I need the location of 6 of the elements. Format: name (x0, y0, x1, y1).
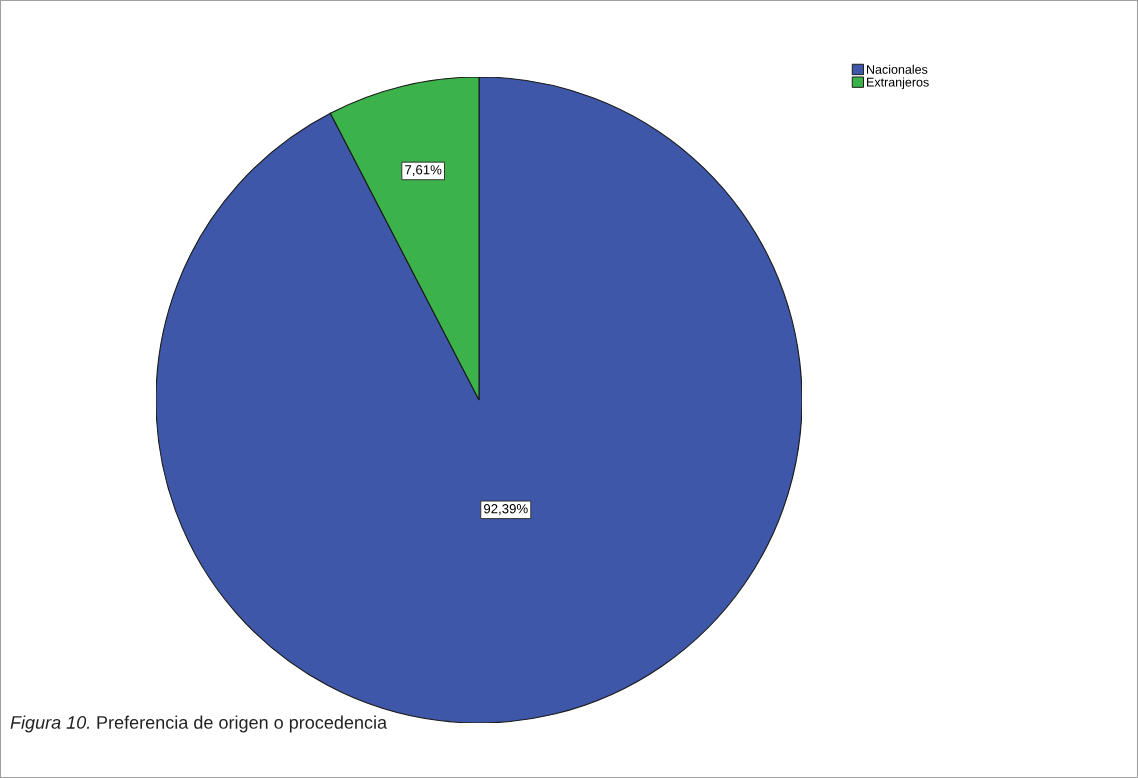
legend-label: Extranjeros (867, 77, 929, 90)
legend-label: Nacionales (867, 64, 928, 74)
text: Preferencia de origen o procedencia (97, 715, 388, 733)
data-label: 7,61% (405, 165, 442, 177)
text: Figura 10. (10, 715, 90, 733)
data-label: 92,39% (484, 504, 528, 515)
